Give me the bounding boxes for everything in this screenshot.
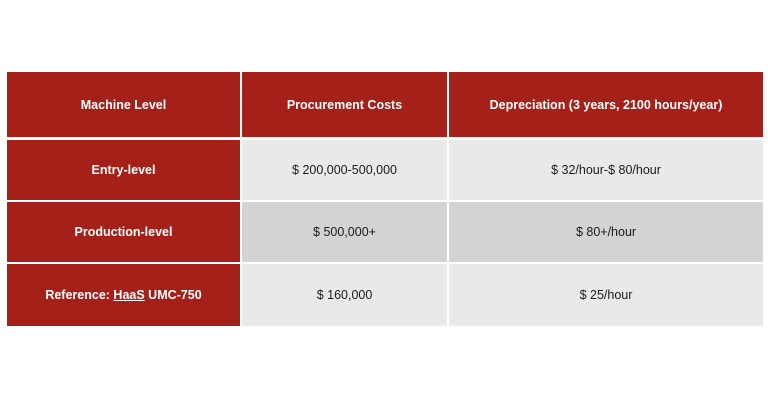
header-machine-level: Machine Level — [7, 72, 242, 140]
table-row: Entry-level $ 200,000-500,000 $ 32/hour-… — [7, 140, 763, 202]
depreciation-cell: $ 80+/hour — [449, 202, 763, 264]
depreciation-cell: $ 25/hour — [449, 264, 763, 326]
reference-model: UMC-750 — [144, 288, 202, 302]
header-row: Machine Level Procurement Costs Deprecia… — [7, 72, 763, 140]
header-procurement-costs: Procurement Costs — [242, 72, 449, 140]
table-header: Machine Level Procurement Costs Deprecia… — [7, 72, 763, 140]
procurement-cell: $ 200,000-500,000 — [242, 140, 449, 202]
procurement-cell: $ 160,000 — [242, 264, 449, 326]
row-label-entry-level: Entry-level — [7, 140, 242, 202]
reference-prefix: Reference: — [45, 288, 114, 302]
brand-haas: HaaS — [113, 288, 145, 302]
row-label-reference: Reference: HaaS UMC-750 — [7, 264, 242, 326]
table-body: Entry-level $ 200,000-500,000 $ 32/hour-… — [7, 140, 763, 326]
depreciation-cell: $ 32/hour-$ 80/hour — [449, 140, 763, 202]
procurement-cell: $ 500,000+ — [242, 202, 449, 264]
table-row: Reference: HaaS UMC-750 $ 160,000 $ 25/h… — [7, 264, 763, 326]
machine-cost-table: Machine Level Procurement Costs Deprecia… — [7, 72, 763, 326]
header-depreciation: Depreciation (3 years, 2100 hours/year) — [449, 72, 763, 140]
row-label-production-level: Production-level — [7, 202, 242, 264]
table-row: Production-level $ 500,000+ $ 80+/hour — [7, 202, 763, 264]
